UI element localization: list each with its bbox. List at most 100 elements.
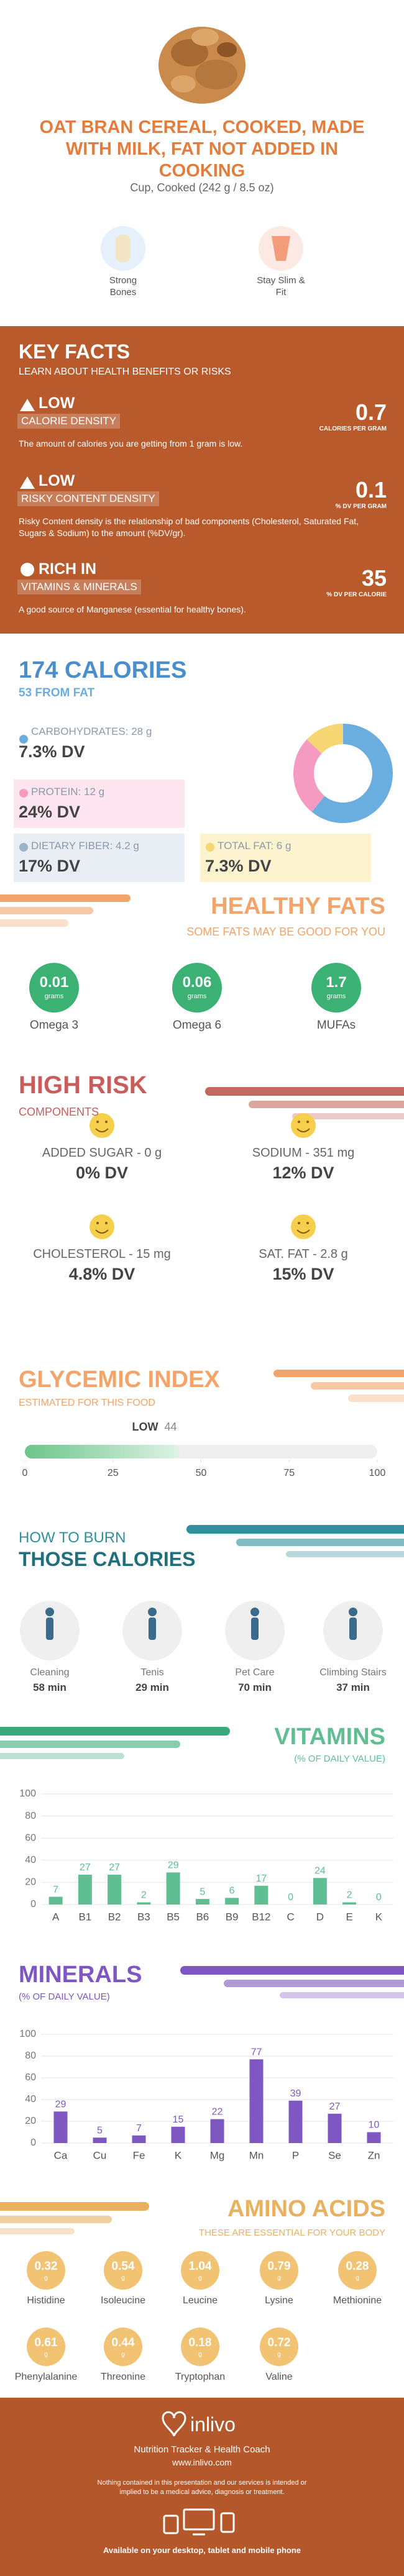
smiley: [90, 1113, 316, 1239]
bar: [137, 1902, 151, 1905]
warning-icon: [20, 399, 35, 411]
title: OAT BRAN CEREAL, COOKED, MADE WITH MILK,…: [39, 117, 365, 181]
decor: [0, 1727, 230, 1759]
availability: Available on your desktop, tablet and mo…: [103, 2546, 301, 2555]
section-subtitle: LEARN ABOUT HEALTH BENEFITS OR RISKS: [19, 366, 231, 377]
bar: [108, 1874, 122, 1905]
fat-circle: [172, 963, 222, 1013]
amino-unit: g: [198, 2275, 202, 2282]
fat-name: Omega 6: [172, 1019, 222, 1032]
y-tick-label: 20: [25, 1877, 36, 1888]
brand: inlivo: [190, 2413, 236, 2436]
value-label: 27: [80, 1862, 91, 1873]
nutrient-label: PROTEIN: 12 g: [31, 786, 105, 798]
activity-name: Pet Care: [235, 1667, 275, 1678]
bar: [254, 1885, 269, 1905]
amino-name: Isoleucine: [100, 2295, 146, 2306]
x-tick-label: B5: [167, 1911, 180, 1923]
risk-dv: 15% DV: [272, 1265, 334, 1283]
nutrient-dv: 7.3% DV: [205, 857, 272, 875]
fact-unit: CALORIES PER GRAM: [319, 426, 387, 432]
bar: [166, 1872, 180, 1905]
activity-time: 37 min: [336, 1682, 370, 1693]
donut-slice: [306, 724, 343, 753]
amino-value: 0.79: [267, 2260, 291, 2273]
risk-dv: 0% DV: [75, 1163, 129, 1182]
section-subtitle: 53 FROM FAT: [19, 686, 95, 699]
y-tick-label: 40: [25, 2094, 36, 2105]
bar: [78, 1874, 92, 1905]
value-label: 0: [288, 1892, 293, 1903]
amino-unit: g: [198, 2351, 202, 2358]
x-tick-label: B3: [137, 1911, 150, 1923]
section-title: AMINO ACIDS: [227, 2196, 385, 2222]
y-tick-label: 80: [25, 2050, 36, 2061]
section-title: VITAMINS: [274, 1724, 385, 1750]
x-tick-label: Se: [328, 2149, 341, 2161]
amino-value: 0.18: [188, 2336, 212, 2349]
amino-circle: [260, 2251, 298, 2290]
section-title: GLYCEMIC INDEX: [19, 1367, 220, 1393]
bar: [328, 2113, 342, 2143]
bullet: [19, 843, 28, 852]
x-tick-label: C: [287, 1911, 294, 1923]
section-subtitle: THESE ARE ESSENTIAL FOR YOUR BODY: [198, 2228, 385, 2238]
value-label: 22: [212, 2107, 223, 2118]
gauge-label: LOW: [132, 1421, 158, 1433]
activity-time: 70 min: [238, 1682, 272, 1693]
device-icons: [163, 2508, 235, 2536]
fat-unit: grams: [187, 993, 207, 1000]
donut-slice: [311, 724, 393, 824]
fact-level: LOW: [39, 394, 75, 412]
y-tick-label: 100: [19, 2029, 36, 2039]
amino-circle: [104, 2328, 142, 2366]
warning-icon: [20, 476, 35, 489]
y-tick-label: 0: [30, 2137, 36, 2148]
nutrient-box: [14, 834, 185, 882]
activity-name: Climbing Stairs: [319, 1667, 387, 1678]
fat-unit: grams: [326, 993, 346, 1000]
amino-name: Tryptophan: [175, 2372, 226, 2382]
key-facts-background: [0, 326, 404, 634]
section-subtitle: (% OF DAILY VALUE): [19, 1991, 110, 2002]
bar: [53, 2111, 68, 2143]
fact-description: Risky Content density is the relationshi…: [19, 516, 359, 538]
x-tick-label: 25: [108, 1468, 119, 1478]
section-title: HEALTHY FATS: [211, 893, 385, 919]
fact-name: RISKY CONTENT DENSITY: [17, 491, 159, 506]
risk-dv: 12% DV: [272, 1163, 334, 1182]
bar: [288, 2100, 303, 2143]
section-subtitle: COMPONENTS: [19, 1106, 99, 1118]
food-image: [158, 27, 246, 104]
fact-value: 35: [361, 565, 387, 591]
x-tick-label: E: [346, 1911, 352, 1923]
section-subtitle: SOME FATS MAY BE GOOD FOR YOU: [186, 926, 385, 938]
decor: [273, 1370, 404, 1402]
amino-name: Leucine: [182, 2295, 218, 2306]
x-tick-label: Mn: [249, 2149, 264, 2161]
value-label: 29: [168, 1860, 179, 1871]
fat-value: 1.7: [326, 974, 347, 991]
y-tick-label: 60: [25, 1832, 36, 1843]
y-tick-label: 0: [30, 1899, 36, 1909]
bar: [313, 1878, 327, 1905]
x-tick-label: 0: [22, 1468, 28, 1478]
value-label: 0: [376, 1892, 382, 1903]
slim-icon: [272, 236, 290, 261]
amino-value: 0.72: [267, 2336, 291, 2349]
fact-description: A good source of Manganese (essential fo…: [19, 604, 246, 614]
fat-circle: [29, 963, 79, 1013]
x-tick-label: D: [316, 1911, 324, 1923]
amino-unit: g: [44, 2351, 48, 2358]
y-tick-label: 20: [25, 2116, 36, 2126]
activity-image: [20, 1601, 383, 1660]
section-title: MINERALS: [19, 1962, 142, 1988]
x-tick-label: Ca: [54, 2149, 68, 2161]
y-tick-label: 60: [25, 2072, 36, 2083]
y-tick-label: 40: [25, 1855, 36, 1865]
y-tick-label: 100: [19, 1788, 36, 1799]
fat-circle: [311, 963, 361, 1013]
x-tick-label: B9: [226, 1911, 239, 1923]
decor: [0, 894, 131, 927]
